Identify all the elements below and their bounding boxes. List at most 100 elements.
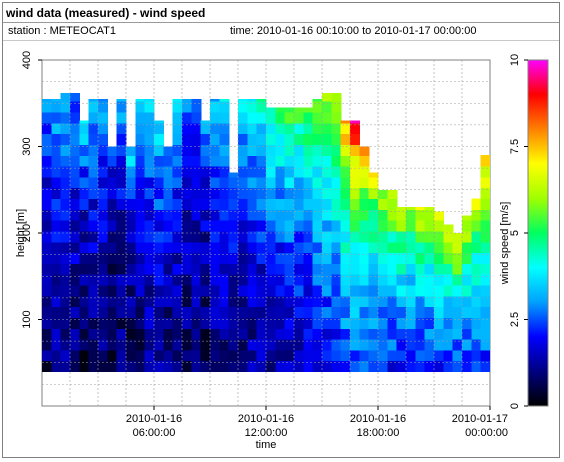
heatmap-cell: [368, 252, 379, 264]
heatmap-cell: [42, 198, 52, 210]
heatmap-cell: [70, 328, 80, 340]
heatmap-cell: [210, 122, 220, 135]
heatmap-cell: [303, 328, 314, 340]
heatmap-cell: [182, 284, 192, 297]
heatmap-cell: [210, 274, 220, 286]
heatmap-cell: [294, 349, 304, 362]
heatmap-cell: [238, 98, 248, 102]
heatmap-cell: [116, 284, 127, 297]
heatmap-cell: [312, 187, 323, 199]
heatmap-cell: [154, 122, 164, 135]
heatmap-cell: [51, 328, 62, 340]
heatmap-cell: [350, 230, 360, 243]
heatmap-cell: [51, 317, 62, 329]
heatmap-cell: [266, 241, 276, 254]
heatmap-cell: [256, 317, 267, 329]
heatmap-cell: [154, 317, 164, 329]
heatmap-cell: [368, 328, 379, 340]
heatmap-cell: [247, 328, 258, 340]
heatmap-cell: [322, 360, 332, 372]
heatmap-cell: [42, 165, 52, 178]
heatmap-cell: [42, 360, 52, 372]
heatmap-cell: [238, 295, 248, 308]
heatmap-cell: [350, 133, 360, 145]
heatmap-cell: [182, 176, 192, 189]
heatmap-cell: [51, 274, 62, 286]
heatmap-cell: [42, 295, 52, 308]
heatmap-cell: [107, 230, 118, 243]
heatmap-cell: [434, 284, 444, 297]
heatmap-cell: [191, 198, 202, 210]
heatmap-cell: [60, 349, 71, 362]
heatmap-cell: [191, 133, 202, 145]
heatmap-cell: [294, 133, 304, 145]
heatmap-cell: [163, 155, 174, 167]
heatmap-cell: [191, 111, 202, 124]
heatmap-cell: [116, 122, 127, 135]
x-tick-label-date: 2010-01-16: [126, 413, 182, 425]
heatmap-cell: [144, 252, 155, 264]
heatmap-cell: [60, 176, 71, 189]
heatmap-cell: [368, 198, 379, 210]
heatmap-cell: [434, 295, 444, 308]
heatmap-cell: [247, 176, 258, 189]
heatmap-cell: [88, 122, 99, 135]
heatmap-cell: [331, 284, 342, 297]
heatmap-cell: [275, 306, 286, 318]
heatmap-cell: [312, 306, 323, 318]
heatmap-cell: [200, 252, 211, 264]
heatmap-cell: [266, 155, 276, 167]
heatmap-cell: [79, 284, 90, 297]
heatmap-cell: [350, 187, 360, 199]
heatmap-cell: [42, 284, 52, 297]
heatmap-cell: [378, 295, 388, 308]
x-tick-label-time: 06:00:00: [133, 427, 176, 439]
heatmap-cell: [219, 111, 230, 124]
heatmap-cell: [294, 274, 304, 286]
heatmap-cell: [88, 220, 99, 232]
heatmap-cell: [471, 317, 482, 329]
heatmap-cell: [238, 349, 248, 362]
heatmap-cell: [70, 101, 80, 113]
heatmap-cell: [238, 198, 248, 210]
heatmap-cell: [480, 263, 490, 275]
heatmap-cell: [368, 284, 379, 297]
heatmap-cell: [266, 349, 276, 362]
heatmap-cell: [79, 120, 90, 124]
heatmap-cell: [284, 198, 295, 210]
heatmap-cell: [387, 189, 398, 199]
heatmap-cell: [144, 295, 155, 308]
heatmap-cell: [172, 220, 183, 232]
heatmap-cell: [396, 241, 407, 254]
heatmap-cell: [340, 252, 351, 264]
heatmap-cell: [116, 220, 127, 232]
heatmap-cell: [51, 111, 62, 124]
heatmap-cell: [238, 111, 248, 124]
heatmap-cell: [480, 274, 490, 286]
heatmap-cell: [406, 360, 416, 372]
heatmap-cell: [331, 111, 342, 124]
heatmap-cell: [434, 349, 444, 362]
heatmap-cell: [266, 360, 276, 372]
heatmap-cell: [415, 360, 426, 372]
heatmap-cell: [42, 349, 52, 362]
heatmap-cell: [340, 241, 351, 254]
heatmap-cell: [294, 338, 304, 351]
heatmap-cell: [200, 295, 211, 308]
y-tick-label: 400: [21, 51, 33, 69]
heatmap-cell: [182, 338, 192, 351]
heatmap-cell: [312, 101, 323, 113]
heatmap-cell: [51, 241, 62, 254]
heatmap-cell: [126, 306, 136, 318]
heatmap-cell: [238, 274, 248, 286]
heatmap-cell: [107, 328, 118, 340]
heatmap-cell: [303, 274, 314, 286]
heatmap-cell: [359, 155, 370, 167]
heatmap-cell: [303, 317, 314, 329]
heatmap-cell: [294, 107, 304, 113]
heatmap-cell: [312, 209, 323, 221]
heatmap-cell: [238, 284, 248, 297]
heatmap-cell: [200, 306, 211, 318]
heatmap-cell: [452, 252, 463, 264]
heatmap-cell: [275, 209, 286, 221]
